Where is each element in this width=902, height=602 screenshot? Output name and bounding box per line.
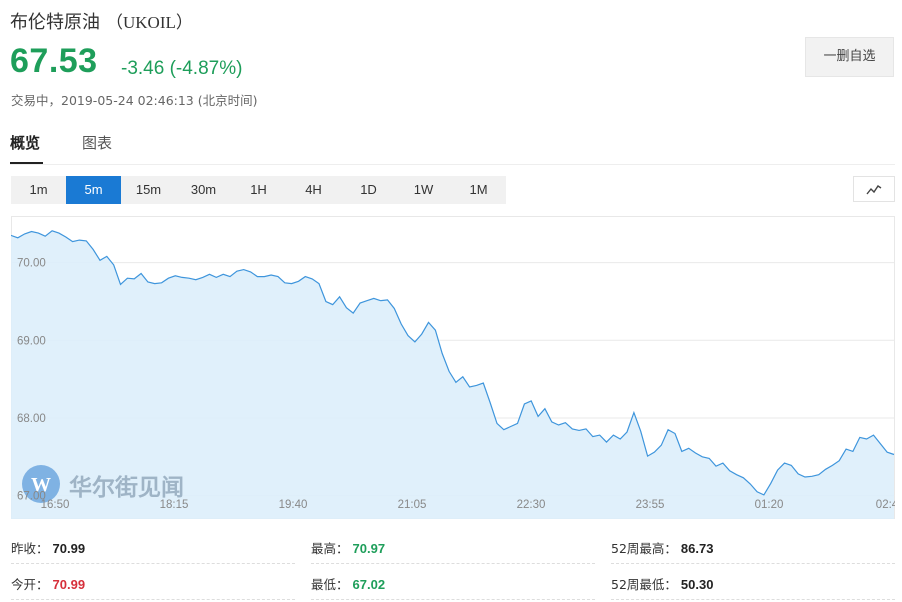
period-1mo[interactable]: 1M — [469, 182, 488, 197]
active-tab-indicator — [10, 162, 43, 164]
y-tick-label: 68.00 — [17, 413, 46, 425]
line-chart-icon — [866, 185, 882, 195]
stat-value: 70.99 — [52, 541, 86, 556]
stat-value: 86.73 — [680, 541, 714, 556]
instrument-title: 布伦特原油 （UKOIL） — [10, 8, 193, 34]
stat-value: 50.30 — [680, 577, 714, 592]
stat-prev-close: 昨收： 70.99 — [11, 538, 85, 557]
stat-label: 52周最高： — [611, 541, 677, 556]
divider — [611, 599, 895, 600]
price-line — [10, 230, 895, 496]
tab-chart[interactable]: 图表 — [82, 134, 113, 152]
y-tick-label: 70.00 — [17, 258, 46, 270]
stat-high: 最高： 70.97 — [311, 538, 385, 557]
x-tick-label: 01:20 — [755, 499, 784, 511]
chart-type-button[interactable] — [853, 176, 895, 202]
stat-open: 今开： 70.99 — [11, 574, 85, 593]
x-tick-label: 16:50 — [41, 499, 70, 511]
period-30m[interactable]: 30m — [190, 182, 217, 197]
price-chart[interactable]: W 华尔街见闻 70.00 69.00 68.00 67.00 16:50 18:15 19:4… — [10, 216, 899, 520]
stat-low: 最低： 67.02 — [311, 574, 385, 593]
divider — [11, 599, 295, 600]
stat-label: 最高： — [311, 541, 349, 556]
period-1w[interactable]: 1W — [413, 182, 434, 197]
price-area — [11, 230, 894, 520]
x-tick-label: 02:4 — [876, 499, 895, 511]
tab-overview[interactable]: 概览 — [10, 134, 41, 152]
divider — [11, 563, 295, 564]
stat-label: 昨收： — [11, 541, 49, 556]
stat-label: 最低： — [311, 577, 349, 592]
x-tick-label: 23:55 — [636, 499, 665, 511]
svg-text:W: W — [31, 474, 51, 496]
period-1m[interactable]: 1m — [29, 182, 48, 197]
divider — [311, 563, 595, 564]
watermark-logo: W — [22, 465, 60, 503]
trading-status: 交易中，2019-05-24 02:46:13 (北京时间) — [11, 93, 258, 108]
period-1h[interactable]: 1H — [250, 182, 267, 197]
y-tick-label: 67.00 — [17, 491, 46, 503]
current-price: 67.53 — [10, 42, 98, 80]
x-tick-label: 21:05 — [398, 499, 427, 511]
period-5m[interactable]: 5m — [66, 176, 121, 204]
stats-row-2: 今开： 70.99 最低： 67.02 52周最低： 50.30 — [11, 564, 895, 600]
period-selector: 1m 5m 15m 30m 1H 4H 1D 1W 1M — [11, 176, 506, 204]
stat-value: 67.02 — [352, 577, 386, 592]
stat-52w-high: 52周最高： 86.73 — [611, 538, 713, 557]
tab-bar: 概览 图表 — [10, 126, 895, 165]
stat-value: 70.97 — [352, 541, 386, 556]
period-15m[interactable]: 15m — [135, 182, 162, 197]
x-tick-label: 22:30 — [517, 499, 546, 511]
instrument-name: 布伦特原油 — [10, 12, 100, 33]
stat-52w-low: 52周最低： 50.30 — [611, 574, 713, 593]
stat-label: 52周最低： — [611, 577, 677, 592]
divider — [611, 563, 895, 564]
x-tick-label: 18:15 — [160, 499, 189, 511]
y-tick-label: 69.00 — [17, 335, 46, 347]
price-change: -3.46 (-4.87%) — [121, 58, 243, 79]
stats-row-1: 昨收： 70.99 最高： 70.97 52周最高： 86.73 — [11, 528, 895, 564]
remove-watchlist-button[interactable]: 一删自选 — [805, 37, 894, 77]
period-1d[interactable]: 1D — [360, 182, 377, 197]
stat-label: 今开： — [11, 577, 49, 592]
x-tick-label: 19:40 — [279, 499, 308, 511]
divider — [311, 599, 595, 600]
instrument-code: （UKOIL） — [106, 13, 193, 32]
period-4h[interactable]: 4H — [305, 182, 322, 197]
watermark-text: 华尔街见闻 — [69, 474, 184, 501]
stat-value: 70.99 — [52, 577, 86, 592]
